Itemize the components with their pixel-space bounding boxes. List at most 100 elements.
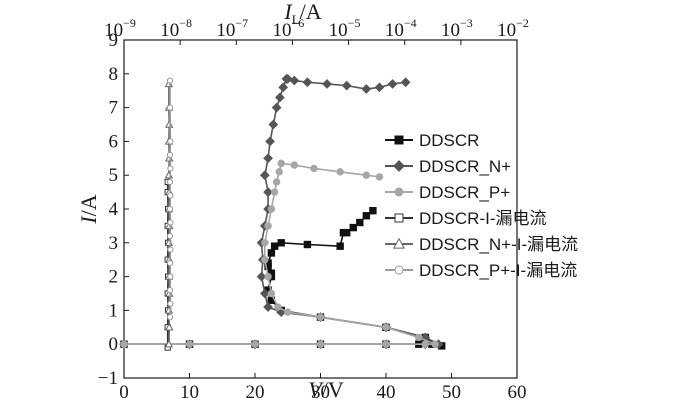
- y-tick-label: 0: [109, 334, 119, 355]
- data-point: [278, 82, 289, 93]
- y-tick-label: 7: [109, 98, 119, 119]
- data-point: [271, 102, 282, 113]
- data-point: [166, 151, 174, 159]
- data-point: [322, 79, 332, 89]
- data-point: [282, 74, 293, 84]
- data-point: [167, 219, 174, 226]
- legend-label: DDSCR_P+: [419, 183, 510, 202]
- data-point: [267, 205, 276, 213]
- top-tick-label: 10−2: [497, 16, 529, 41]
- data-point: [166, 232, 174, 240]
- legend-swatch-marker: [394, 135, 404, 145]
- legend-swatch-marker: [393, 160, 405, 172]
- data-point: [167, 138, 174, 145]
- y-tick-label: 9: [109, 30, 119, 51]
- data-point: [270, 188, 279, 196]
- data-point: [382, 340, 390, 348]
- top-tick-label: 10−9: [104, 16, 136, 41]
- data-point: [349, 223, 357, 232]
- data-point: [400, 77, 411, 88]
- data-point: [167, 192, 174, 199]
- x-tick-label: 10: [180, 382, 199, 401]
- x-tick-label: 0: [119, 382, 129, 401]
- data-point: [382, 323, 390, 331]
- data-point: [166, 205, 174, 213]
- data-point: [165, 120, 174, 128]
- data-point: [289, 75, 300, 86]
- y-axis-title: I/A: [76, 194, 101, 224]
- series-layer: [119, 74, 446, 351]
- top-tick-label: 10−7: [216, 16, 248, 41]
- data-point: [120, 340, 128, 348]
- data-point: [270, 242, 279, 250]
- legend-label: DDSCR: [419, 131, 479, 150]
- data-point: [302, 77, 313, 88]
- data-point: [263, 302, 273, 312]
- data-point: [264, 272, 272, 281]
- y-tick-label: 8: [109, 64, 119, 85]
- data-point: [369, 206, 377, 215]
- top-tick-label: 10−6: [273, 16, 305, 41]
- legend: DDSCR DDSCR_N+ DDSCR_P+ DDSCR-I-漏电流 DDSCR_N+…: [385, 131, 578, 280]
- top-tick-label: 10−3: [441, 16, 473, 41]
- series-5: [166, 77, 174, 321]
- data-point: [343, 228, 351, 237]
- data-point: [251, 340, 259, 348]
- data-point: [303, 240, 312, 249]
- data-point: [261, 239, 269, 247]
- data-point: [166, 259, 174, 267]
- top-tick-label: 10−8: [160, 16, 192, 41]
- series-4: [164, 79, 174, 348]
- y-tick-label: 3: [109, 233, 119, 254]
- data-point: [284, 308, 292, 316]
- data-point: [164, 170, 174, 179]
- data-point: [256, 271, 267, 282]
- data-point: [165, 153, 174, 162]
- data-point: [185, 340, 194, 348]
- data-point: [362, 171, 371, 179]
- data-point: [336, 168, 344, 176]
- data-point: [274, 303, 282, 311]
- data-point: [267, 289, 276, 298]
- data-point: [421, 340, 429, 348]
- y-tick-label: 2: [109, 267, 119, 288]
- data-point: [259, 288, 270, 299]
- data-point: [167, 165, 174, 172]
- data-point: [275, 92, 285, 103]
- data-point: [261, 256, 269, 264]
- legend-label: DDSCR_P+-I-漏电流: [419, 261, 577, 280]
- data-point: [361, 84, 372, 94]
- y-tick-label: 4: [109, 199, 119, 220]
- data-point: [259, 170, 270, 181]
- data-point: [310, 164, 318, 173]
- data-point: [290, 161, 298, 169]
- data-point: [263, 153, 273, 164]
- top-axis-title: IL/A: [283, 0, 321, 27]
- data-point: [264, 222, 272, 230]
- legend-label: DDSCR_N+: [419, 157, 511, 176]
- y-tick-label: 6: [109, 131, 119, 152]
- data-point: [272, 178, 281, 186]
- data-point: [387, 79, 398, 89]
- legend-swatch-marker: [392, 237, 406, 249]
- data-point: [164, 339, 174, 348]
- data-point: [166, 314, 174, 321]
- data-point: [268, 119, 279, 130]
- x-tick-label: 20: [246, 382, 265, 401]
- data-point: [415, 333, 423, 342]
- data-point: [374, 82, 385, 93]
- legend-label: DDSCR-I-漏电流: [419, 209, 547, 228]
- data-point: [336, 242, 344, 250]
- data-point: [265, 136, 275, 147]
- data-point: [166, 104, 174, 111]
- data-point: [167, 273, 174, 280]
- data-point: [165, 289, 174, 297]
- top-tick-label: 10−4: [385, 16, 417, 41]
- data-point: [263, 187, 273, 197]
- x-axis-title: V/V: [308, 377, 344, 401]
- legend-swatch-marker: [394, 187, 404, 197]
- data-point: [267, 249, 276, 257]
- data-point: [166, 77, 174, 84]
